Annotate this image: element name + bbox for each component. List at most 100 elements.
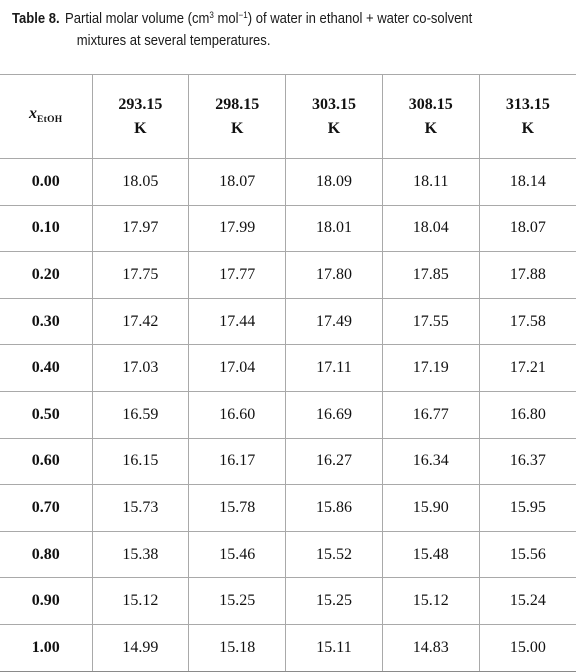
partial-molar-volume-cell: 17.19 [381, 344, 480, 392]
partial-molar-volume-cell: 15.90 [381, 484, 480, 532]
caption-sup-1: 3 [209, 10, 214, 20]
row-mole-fraction: 0.50 [0, 390, 93, 439]
table-row: 0.70 15.73 15.78 15.86 15.90 15.95 [0, 484, 576, 532]
partial-molar-volume-cell: 18.07 [188, 158, 287, 206]
partial-molar-volume-cell: 16.27 [285, 437, 383, 486]
partial-molar-volume-cell: 15.12 [381, 577, 480, 625]
row-mole-fraction: 1.00 [0, 623, 93, 672]
header-temp-unit: K [424, 119, 438, 137]
caption-text-part-3: ) of water in ethanol + water co-solvent [247, 11, 473, 27]
partial-molar-volume-cell: 15.56 [478, 530, 576, 579]
partial-molar-volume-cell: 15.52 [285, 530, 383, 579]
partial-molar-volume-cell: 18.09 [285, 158, 383, 206]
partial-molar-volume-cell: 18.05 [91, 158, 190, 206]
partial-molar-volume-cell: 16.15 [91, 437, 190, 486]
partial-molar-volume-cell: 16.60 [188, 390, 287, 439]
table-row: 1.00 14.99 15.18 15.11 14.83 15.00 [0, 623, 576, 672]
partial-molar-volume-cell: 15.25 [188, 577, 287, 625]
partial-molar-volume-cell: 15.46 [188, 530, 287, 579]
caption-text-part-1: Partial molar volume (cm [65, 11, 210, 27]
row-mole-fraction: 0.40 [0, 344, 93, 392]
row-mole-fraction: 0.80 [0, 530, 93, 579]
partial-molar-volume-cell: 16.69 [285, 390, 383, 439]
partial-molar-volume-cell: 15.00 [478, 623, 576, 672]
partial-molar-volume-cell: 17.77 [188, 251, 287, 299]
partial-molar-volume-cell: 16.37 [478, 437, 576, 486]
row-mole-fraction: 0.90 [0, 577, 93, 625]
partial-molar-volume-cell: 15.25 [285, 577, 383, 625]
row-mole-fraction: 0.00 [0, 158, 93, 206]
header-symbol: x [29, 104, 37, 122]
row-mole-fraction: 0.70 [0, 484, 93, 532]
partial-molar-volume-cell: 16.77 [381, 390, 480, 439]
header-temp-unit: K [134, 119, 147, 137]
partial-molar-volume-cell: 17.44 [188, 297, 287, 346]
caption-text-part-2: mol [213, 11, 239, 27]
partial-molar-volume-cell: 17.75 [91, 251, 190, 299]
header-temp-value: 308.15 [408, 95, 453, 113]
partial-molar-volume-cell: 18.01 [285, 204, 383, 253]
partial-molar-volume-cell: 17.04 [188, 344, 287, 392]
header-temp-value: 293.15 [118, 95, 163, 113]
partial-molar-volume-cell: 14.83 [381, 623, 480, 672]
table-caption: Table 8. Partial molar volume (cm3 mol−1)… [12, 8, 516, 52]
partial-molar-volume-cell: 17.99 [188, 204, 287, 253]
partial-molar-volume-cell: 15.48 [381, 530, 480, 579]
partial-molar-volume-cell: 16.34 [381, 437, 480, 486]
table-row: 0.50 16.59 16.60 16.69 16.77 16.80 [0, 390, 576, 439]
table-row: 0.00 18.05 18.07 18.09 18.11 18.14 [0, 158, 576, 206]
header-temperature: 298.15 K [188, 74, 287, 159]
row-mole-fraction: 0.20 [0, 251, 93, 299]
partial-molar-volume-cell: 16.80 [478, 390, 576, 439]
partial-molar-volume-cell: 17.85 [381, 251, 480, 299]
partial-molar-volume-cell: 17.42 [91, 297, 190, 346]
partial-molar-volume-cell: 15.24 [478, 577, 576, 625]
partial-molar-volume-cell: 17.49 [285, 297, 383, 346]
partial-molar-volume-cell: 17.88 [478, 251, 576, 299]
partial-molar-volume-cell: 17.21 [478, 344, 576, 392]
partial-molar-volume-cell: 17.80 [285, 251, 383, 299]
partial-molar-volume-cell: 15.78 [188, 484, 287, 532]
header-temperature: 308.15 K [381, 74, 480, 159]
header-mole-fraction: xEtOH [0, 74, 93, 159]
partial-molar-volume-cell: 14.99 [91, 623, 190, 672]
caption-sup-2: −1 [238, 10, 248, 20]
partial-molar-volume-cell: 15.11 [285, 623, 383, 672]
partial-molar-volume-cell: 15.95 [478, 484, 576, 532]
header-temp-unit: K [230, 119, 244, 137]
partial-molar-volume-cell: 18.07 [478, 204, 576, 253]
header-subscript: EtOH [37, 114, 63, 125]
header-temperature: 303.15 K [285, 74, 383, 159]
header-temperature: 313.15 K [478, 74, 576, 159]
header-temp-value: 303.15 [311, 95, 356, 113]
data-table: xEtOH 293.15 K 298.15 K 303.15 K 308.15 K 31… [0, 74, 576, 672]
table-row: 0.40 17.03 17.04 17.11 17.19 17.21 [0, 344, 576, 392]
row-mole-fraction: 0.10 [0, 204, 93, 253]
row-mole-fraction: 0.60 [0, 437, 93, 486]
table-row: 0.10 17.97 17.99 18.01 18.04 18.07 [0, 204, 576, 253]
partial-molar-volume-cell: 17.11 [285, 344, 383, 392]
table-row: 0.60 16.15 16.17 16.27 16.34 16.37 [0, 437, 576, 486]
header-temp-unit: K [327, 119, 341, 137]
partial-molar-volume-cell: 17.97 [91, 204, 190, 253]
partial-molar-volume-cell: 17.55 [381, 297, 480, 346]
header-temp-value: 313.15 [505, 95, 550, 113]
table-body: 0.00 18.05 18.07 18.09 18.11 18.14 0.10 17.97 17… [0, 158, 576, 672]
row-mole-fraction: 0.30 [0, 297, 93, 346]
partial-molar-volume-cell: 16.17 [188, 437, 287, 486]
partial-molar-volume-cell: 18.04 [381, 204, 480, 253]
partial-molar-volume-cell: 17.58 [478, 297, 576, 346]
partial-molar-volume-cell: 15.12 [91, 577, 190, 625]
partial-molar-volume-cell: 17.03 [91, 344, 190, 392]
partial-molar-volume-cell: 15.86 [285, 484, 383, 532]
table-row: 0.80 15.38 15.46 15.52 15.48 15.56 [0, 530, 576, 579]
partial-molar-volume-cell: 18.14 [478, 158, 576, 206]
partial-molar-volume-cell: 15.38 [91, 530, 190, 579]
partial-molar-volume-cell: 15.18 [188, 623, 287, 672]
header-row: xEtOH 293.15 K 298.15 K 303.15 K 308.15 K 31… [0, 74, 576, 159]
table-row: 0.20 17.75 17.77 17.80 17.85 17.88 [0, 251, 576, 299]
header-temp-unit: K [521, 119, 535, 137]
data-table-container: xEtOH 293.15 K 298.15 K 303.15 K 308.15 K 31… [0, 74, 580, 672]
caption-line-2: mixtures at several temperatures. [76, 33, 271, 49]
caption-label: Table 8. [12, 11, 60, 27]
